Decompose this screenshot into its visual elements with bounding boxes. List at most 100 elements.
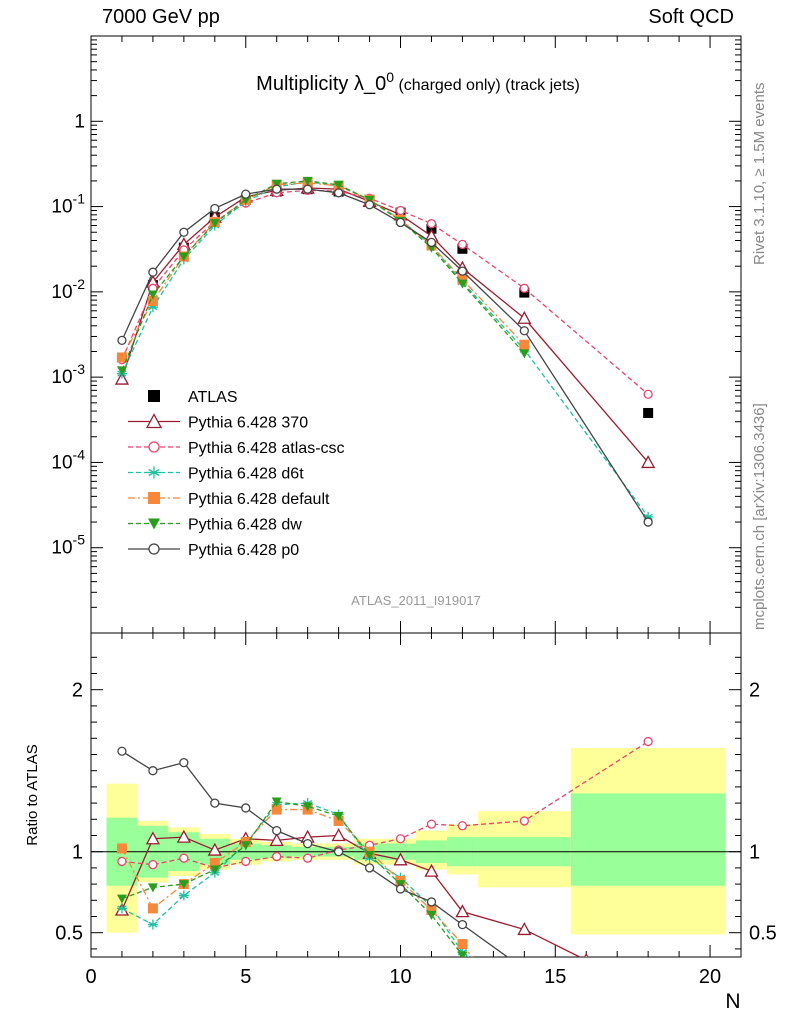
data-point (269, 833, 284, 847)
data-point (457, 279, 468, 289)
data-point (457, 919, 468, 930)
data-point (364, 200, 375, 210)
ratio-y-tick-label: 0.5 (749, 923, 777, 945)
legend-item-pythia-6-428-370: Pythia 6.428 370 (128, 413, 308, 432)
legend-label: Pythia 6.428 default (188, 491, 330, 508)
data-point (148, 390, 160, 402)
data-point (116, 352, 127, 363)
data-point (117, 335, 127, 346)
ratio-y-tick-label: 2 (749, 680, 760, 702)
data-point (364, 850, 375, 860)
data-point (643, 736, 653, 747)
x-tick-label: 20 (699, 966, 721, 988)
data-point (457, 951, 468, 957)
x-tick-label: 15 (544, 966, 566, 988)
data-point (145, 413, 163, 429)
data-point (271, 179, 282, 189)
data-point (393, 852, 408, 866)
ratio-series-pythia-6-428-p0 (117, 746, 509, 957)
data-point (178, 880, 189, 890)
data-point (148, 267, 158, 277)
legend-item-pythia-6-428-atlas-csc: Pythia 6.428 atlas-csc (128, 440, 345, 457)
data-point (240, 841, 251, 851)
data-point (519, 326, 529, 336)
data-point (145, 831, 160, 845)
data-point (147, 296, 158, 307)
data-point (272, 825, 282, 836)
y-tick-label: 10-1 (51, 191, 85, 218)
data-point (302, 176, 313, 186)
data-point (210, 203, 220, 214)
y-tick-label: 1 (74, 111, 85, 132)
header-right: Soft QCD (648, 6, 734, 28)
data-point (643, 389, 653, 399)
legend-label: ATLAS (188, 389, 238, 406)
data-point (147, 883, 158, 893)
data-point (426, 897, 437, 907)
data-point (519, 283, 529, 293)
y-tick-label: 10-3 (51, 361, 85, 388)
ratio-series-pythia-6-428-dw (116, 797, 468, 957)
data-point (117, 856, 127, 867)
data-point (517, 922, 532, 936)
data-point (643, 517, 653, 527)
data-point (207, 842, 222, 856)
data-point (426, 905, 437, 916)
data-point (116, 894, 127, 904)
series-atlas (116, 184, 654, 418)
series-line (121, 188, 649, 523)
data-point (147, 290, 158, 300)
data-point (333, 180, 344, 190)
data-point (148, 492, 160, 504)
analysis-label: ATLAS_2011_I919017 (351, 593, 481, 608)
data-point (179, 757, 189, 768)
data-point (583, 952, 589, 957)
main-panel-series (114, 176, 656, 527)
stat-uncertainty-band (570, 793, 726, 886)
data-point (455, 904, 470, 918)
data-point (116, 366, 127, 376)
ratio-panel-series (114, 736, 653, 957)
data-point (240, 195, 251, 205)
data-point (395, 884, 406, 894)
data-point (179, 227, 189, 237)
data-point (395, 834, 406, 844)
data-point (426, 223, 437, 234)
data-point (271, 804, 282, 815)
data-point (148, 543, 160, 555)
legend-item-pythia-6-428-d6t: Pythia 6.428 d6t (128, 466, 304, 483)
legend-item-pythia-6-428-default: Pythia 6.428 default (128, 491, 330, 508)
ratio-y-tick-label: 2 (72, 680, 83, 702)
data-point (302, 802, 313, 812)
legend-label: Pythia 6.428 d6t (188, 466, 304, 483)
ratio-y-tick-label: 0.5 (55, 923, 83, 945)
ratio-series-pythia-6-428-d6t (116, 798, 470, 957)
series-line (121, 189, 649, 395)
main-panel-axes: 10-5 10-4 10-3 10-2 10-1 1 (51, 35, 742, 634)
data-point (148, 766, 158, 776)
data-point (241, 189, 251, 199)
legend-label: Pythia 6.428 atlas-csc (188, 440, 345, 457)
data-point (519, 339, 530, 350)
ratio-uncertainty-bands (106, 748, 726, 935)
x-tick-label: 5 (240, 966, 251, 988)
data-point (426, 910, 437, 920)
data-point (517, 310, 532, 324)
ratio-series-line (121, 800, 466, 957)
series-line (121, 181, 649, 518)
data-point (178, 890, 189, 901)
y-tick-label: 10-5 (51, 532, 85, 559)
x-axis-label: N (725, 990, 740, 1013)
data-point (209, 219, 220, 229)
data-point (333, 812, 344, 822)
data-point (272, 184, 282, 194)
data-point (457, 821, 468, 831)
data-point (178, 252, 189, 262)
side-label-mcplots: mcplots.cern.ch [arXiv:1306.3436] (751, 403, 768, 630)
data-point (457, 274, 468, 285)
data-point (333, 847, 344, 857)
ratio-y-tick-label: 1 (749, 842, 760, 864)
legend-item-pythia-6-428-p0: Pythia 6.428 p0 (128, 542, 299, 559)
data-point (333, 188, 344, 198)
